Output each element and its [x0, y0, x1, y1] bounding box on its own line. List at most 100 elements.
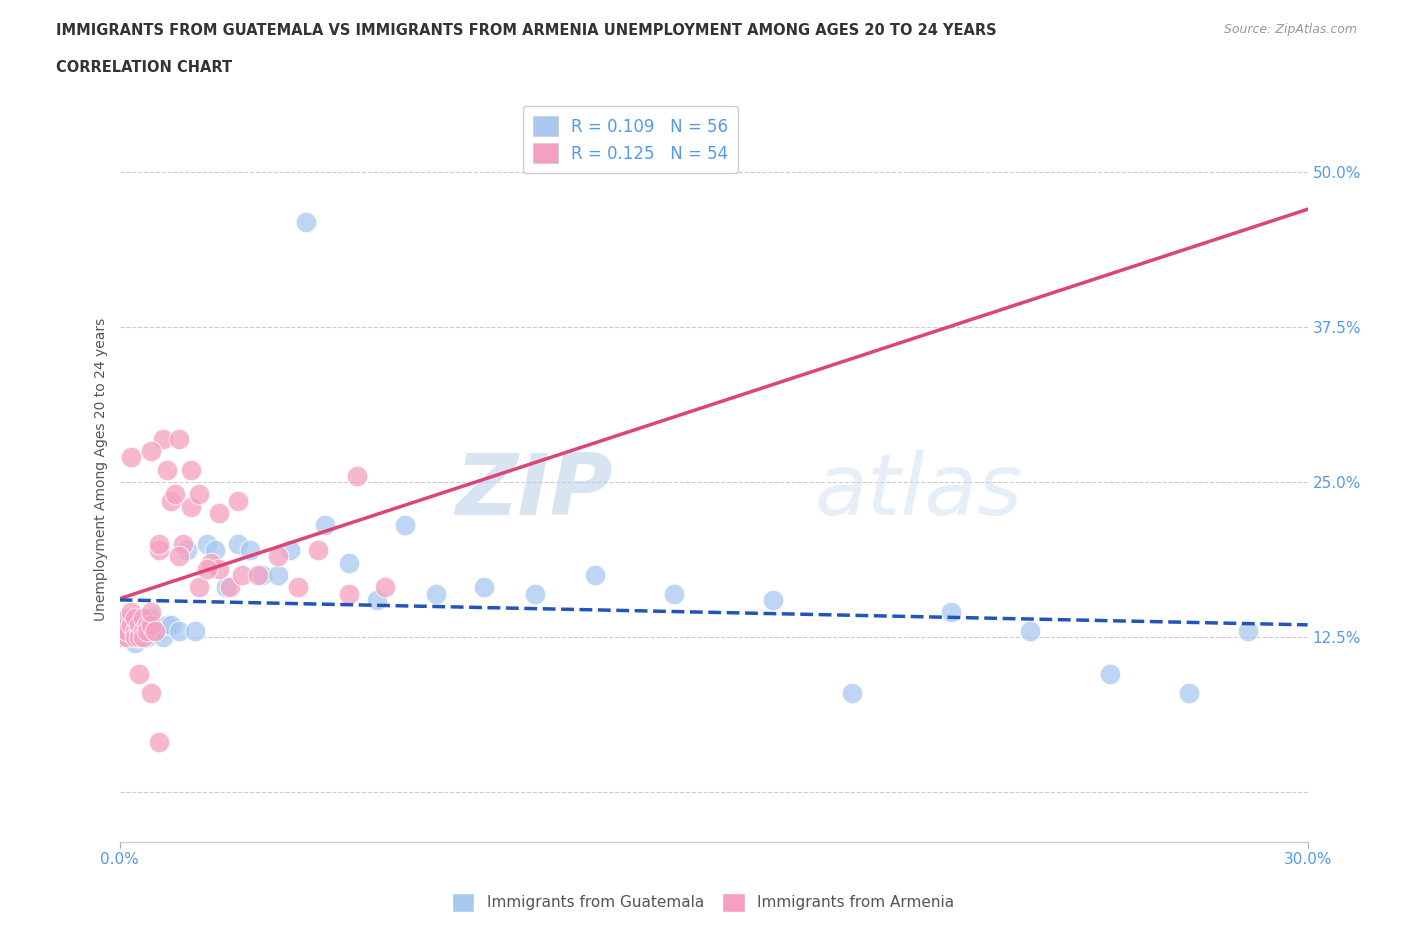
Point [219, 580, 242, 595]
Point [156, 618, 179, 632]
Point [124, 611, 146, 626]
Point [152, 630, 174, 644]
Point [294, 214, 316, 229]
Point [120, 611, 142, 626]
Point [124, 623, 146, 638]
Point [207, 506, 229, 521]
Point [117, 623, 139, 638]
Point [394, 518, 416, 533]
Point [163, 487, 186, 502]
Legend: R = 0.109   N = 56, R = 0.125   N = 54: R = 0.109 N = 56, R = 0.125 N = 54 [523, 106, 738, 173]
Point [128, 667, 150, 682]
Point [143, 623, 166, 638]
Point [120, 450, 142, 465]
Point [267, 567, 290, 582]
Point [128, 630, 150, 644]
Point [1019, 623, 1042, 638]
Point [136, 630, 159, 644]
Point [148, 623, 170, 638]
Point [141, 444, 163, 458]
Point [141, 618, 163, 632]
Point [156, 462, 179, 477]
Point [180, 462, 202, 477]
Point [167, 432, 190, 446]
Text: CORRELATION CHART: CORRELATION CHART [56, 60, 232, 75]
Text: Source: ZipAtlas.com: Source: ZipAtlas.com [1223, 23, 1357, 36]
Point [374, 580, 396, 595]
Point [117, 623, 139, 638]
Point [124, 623, 146, 638]
Point [287, 580, 309, 595]
Point [128, 623, 150, 638]
Point [117, 618, 139, 632]
Point [124, 618, 146, 632]
Point [132, 618, 155, 632]
Point [117, 611, 139, 626]
Point [120, 604, 142, 619]
Point [267, 549, 290, 564]
Point [187, 487, 209, 502]
Point [195, 562, 218, 577]
Point [120, 618, 142, 632]
Point [143, 623, 166, 638]
Point [583, 567, 606, 582]
Point [120, 630, 142, 644]
Point [128, 630, 150, 644]
Point [117, 630, 139, 644]
Point [247, 567, 270, 582]
Point [167, 623, 190, 638]
Point [141, 604, 163, 619]
Point [195, 537, 218, 551]
Point [200, 555, 222, 570]
Point [112, 618, 135, 632]
Point [939, 604, 962, 619]
Point [176, 543, 198, 558]
Point [141, 611, 163, 626]
Point [132, 623, 155, 638]
Point [314, 518, 336, 533]
Point [160, 618, 183, 632]
Point [184, 623, 207, 638]
Point [472, 580, 495, 595]
Text: IMMIGRANTS FROM GUATEMALA VS IMMIGRANTS FROM ARMENIA UNEMPLOYMENT AMONG AGES 20 : IMMIGRANTS FROM GUATEMALA VS IMMIGRANTS … [56, 23, 997, 38]
Point [1178, 685, 1201, 700]
Point [128, 623, 150, 638]
Point [425, 586, 447, 601]
Point [180, 499, 202, 514]
Point [1098, 667, 1121, 682]
Point [337, 586, 360, 601]
Legend: Immigrants from Guatemala, Immigrants from Armenia: Immigrants from Guatemala, Immigrants fr… [446, 887, 960, 918]
Point [136, 623, 159, 638]
Point [112, 623, 135, 638]
Point [148, 735, 170, 750]
Point [160, 493, 183, 508]
Point [132, 611, 155, 626]
Point [112, 630, 135, 644]
Point [239, 543, 262, 558]
Point [141, 623, 163, 638]
Point [207, 562, 229, 577]
Text: atlas: atlas [814, 450, 1022, 534]
Point [250, 567, 273, 582]
Y-axis label: Unemployment Among Ages 20 to 24 years: Unemployment Among Ages 20 to 24 years [94, 318, 108, 621]
Point [141, 685, 163, 700]
Point [148, 543, 170, 558]
Point [215, 580, 238, 595]
Point [117, 611, 139, 626]
Point [128, 618, 150, 632]
Point [148, 537, 170, 551]
Point [524, 586, 547, 601]
Point [120, 623, 142, 638]
Point [152, 432, 174, 446]
Point [231, 567, 253, 582]
Point [132, 623, 155, 638]
Point [1237, 623, 1260, 638]
Point [346, 469, 368, 484]
Point [117, 630, 139, 644]
Point [228, 493, 250, 508]
Point [136, 618, 159, 632]
Point [307, 543, 329, 558]
Point [172, 537, 194, 551]
Text: ZIP: ZIP [456, 450, 613, 534]
Point [662, 586, 685, 601]
